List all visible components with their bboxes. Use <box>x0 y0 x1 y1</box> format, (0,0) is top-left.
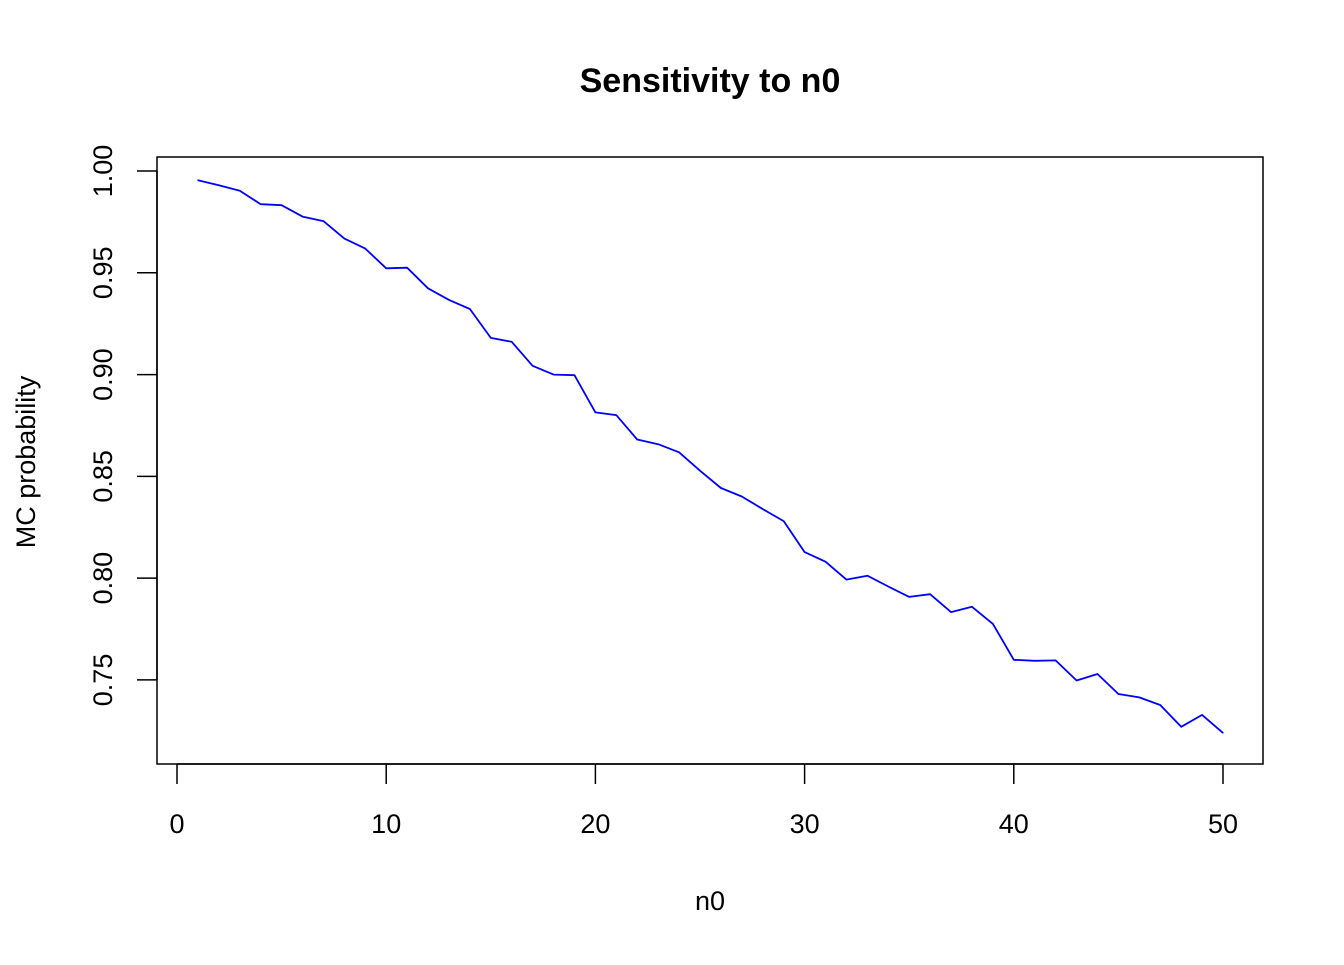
data-point <box>573 374 576 376</box>
data-point <box>741 495 743 498</box>
series-line <box>197 179 1224 734</box>
data-point <box>929 593 931 595</box>
data-point <box>845 578 848 581</box>
y-tick-label: 0.95 <box>88 247 118 300</box>
data-point <box>720 487 722 489</box>
x-tick-label: 10 <box>371 809 401 839</box>
data-point <box>197 179 199 181</box>
data-point <box>218 184 220 186</box>
data-point <box>1222 732 1224 734</box>
data-point <box>406 267 408 269</box>
x-axis: 0 10 20 30 40 50 <box>169 763 1238 839</box>
plot-frame <box>156 156 1264 765</box>
data-point <box>636 438 638 441</box>
chart-title: Sensitivity to n0 <box>580 62 841 100</box>
x-tick-label: 20 <box>580 809 610 839</box>
data-point <box>343 237 345 240</box>
series-layer <box>197 179 1224 734</box>
data-point <box>1201 714 1203 716</box>
x-tick-label: 0 <box>169 809 184 839</box>
data-point <box>239 190 241 192</box>
data-point <box>1013 659 1015 661</box>
data-point <box>532 365 534 367</box>
data-point <box>469 308 471 310</box>
data-point <box>657 443 659 445</box>
data-point <box>281 204 283 206</box>
data-point <box>594 411 597 414</box>
y-tick-label: 0.85 <box>88 450 118 503</box>
data-point <box>322 220 325 222</box>
data-point <box>427 287 429 289</box>
data-point <box>511 341 513 343</box>
data-point <box>260 203 262 205</box>
data-point <box>908 596 910 598</box>
x-axis-label: n0 <box>695 886 725 916</box>
data-point <box>887 585 889 588</box>
data-point <box>971 606 973 608</box>
data-point <box>490 337 492 339</box>
y-tick-label: 0.80 <box>88 552 118 605</box>
data-point <box>1117 693 1119 695</box>
y-tick-label: 0.90 <box>88 348 118 401</box>
y-axis: 0.75 0.80 0.85 0.90 0.95 1.00 <box>88 145 158 707</box>
x-tick-label: 50 <box>1208 809 1238 839</box>
data-point <box>1075 679 1078 682</box>
data-point <box>448 299 450 301</box>
data-point <box>992 623 994 625</box>
data-point <box>1180 726 1182 728</box>
data-point <box>824 561 827 563</box>
data-point <box>615 414 617 416</box>
data-point <box>762 508 764 510</box>
data-point <box>699 470 701 472</box>
x-tick-label: 40 <box>999 809 1029 839</box>
data-point <box>1055 659 1057 661</box>
y-tick-label: 1.00 <box>88 145 118 198</box>
data-point <box>866 575 868 577</box>
y-tick-label: 0.75 <box>88 654 118 707</box>
data-point <box>1034 660 1036 662</box>
x-tick-label: 30 <box>790 809 820 839</box>
data-point <box>950 611 952 613</box>
data-point <box>364 247 366 250</box>
data-point <box>301 216 304 218</box>
data-point <box>783 520 785 522</box>
data-point <box>1159 704 1161 706</box>
data-point <box>1138 696 1140 699</box>
data-point <box>804 551 806 553</box>
data-point <box>1096 673 1099 675</box>
y-axis-label: MC probability <box>11 375 41 548</box>
data-point <box>678 451 680 453</box>
data-point <box>552 373 555 376</box>
data-point <box>385 267 387 269</box>
